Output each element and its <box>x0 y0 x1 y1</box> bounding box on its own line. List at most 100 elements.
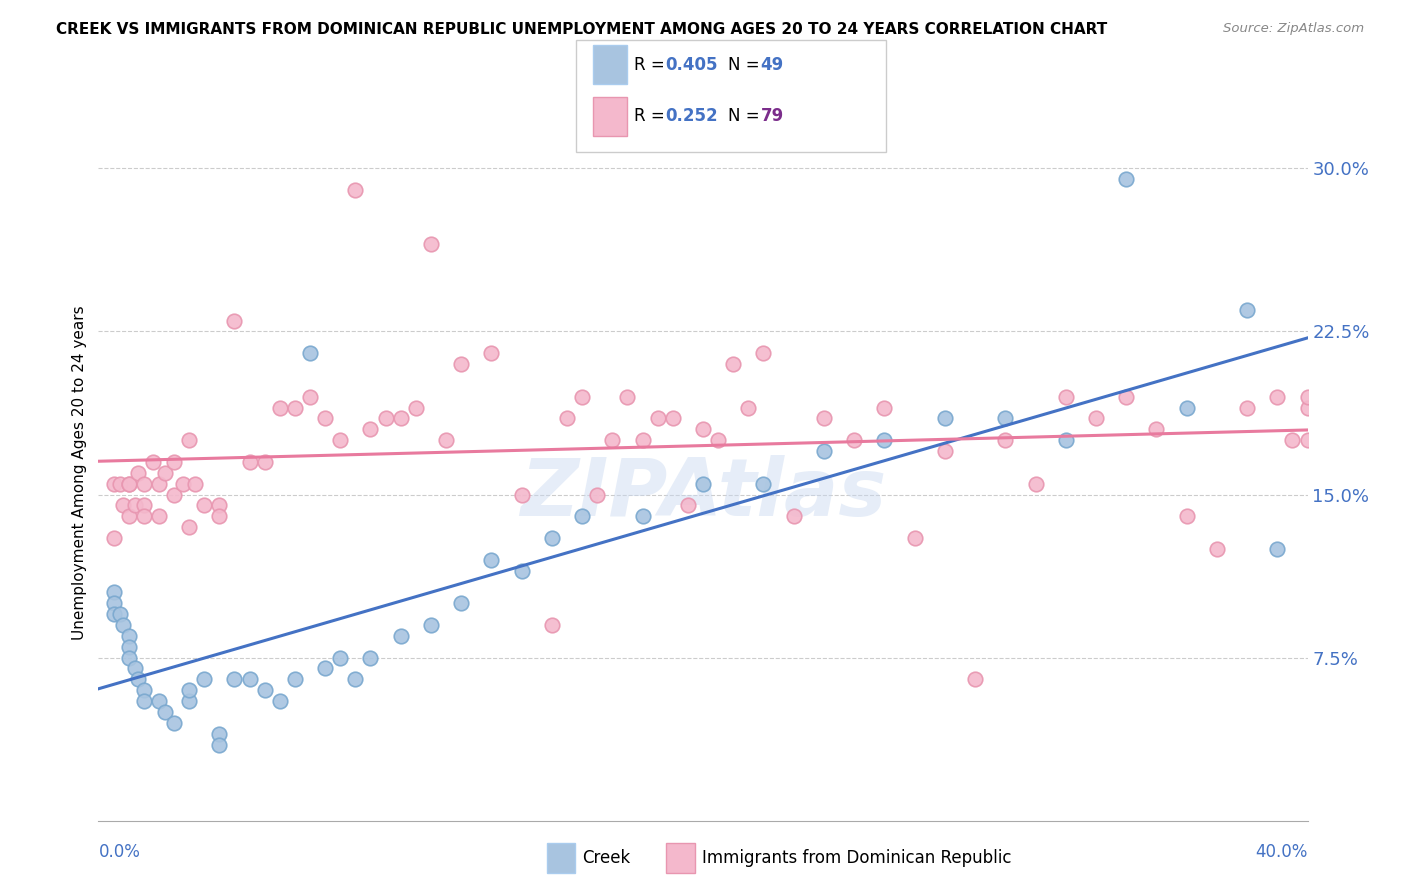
Point <box>1236 401 1258 415</box>
Point <box>103 596 125 610</box>
Point <box>269 694 291 708</box>
Point <box>360 650 382 665</box>
Point <box>118 640 141 654</box>
Point <box>844 433 866 447</box>
Point <box>692 476 714 491</box>
Point <box>208 738 231 752</box>
Point <box>631 433 654 447</box>
Point <box>193 673 215 687</box>
Point <box>934 444 956 458</box>
Point <box>132 694 155 708</box>
Point <box>163 715 186 730</box>
Text: N =: N = <box>728 56 765 74</box>
Point <box>163 455 186 469</box>
Point <box>873 433 896 447</box>
Point <box>1054 433 1077 447</box>
Point <box>1296 401 1319 415</box>
Point <box>177 520 201 534</box>
Point <box>314 411 336 425</box>
Point <box>269 401 291 415</box>
Text: 49: 49 <box>761 56 785 74</box>
Point <box>1175 401 1198 415</box>
Point <box>721 357 744 371</box>
Point <box>163 487 186 501</box>
Point <box>481 346 503 360</box>
Point <box>1296 433 1319 447</box>
Point <box>419 237 441 252</box>
Point <box>737 401 759 415</box>
Text: N =: N = <box>728 107 765 125</box>
Text: ZIPAtlas: ZIPAtlas <box>520 455 886 533</box>
Point <box>994 411 1017 425</box>
Point <box>177 433 201 447</box>
Point <box>873 401 896 415</box>
Point <box>1265 390 1288 404</box>
Point <box>965 673 987 687</box>
Point <box>153 466 176 480</box>
Point <box>631 509 654 524</box>
Point <box>208 509 231 524</box>
Text: 0.0%: 0.0% <box>98 843 141 861</box>
Point <box>103 607 125 621</box>
Text: 79: 79 <box>761 107 785 125</box>
Point <box>1206 541 1229 556</box>
Point <box>142 455 165 469</box>
Point <box>661 411 683 425</box>
Point <box>374 411 396 425</box>
Point <box>132 683 155 698</box>
Text: Creek: Creek <box>582 849 630 867</box>
Point <box>118 476 141 491</box>
Point <box>813 411 835 425</box>
Point <box>1115 390 1137 404</box>
Point <box>239 455 262 469</box>
Point <box>994 433 1017 447</box>
Point <box>132 499 155 513</box>
Point <box>602 433 624 447</box>
Point <box>111 499 134 513</box>
Text: R =: R = <box>634 107 671 125</box>
Point <box>510 487 533 501</box>
Point <box>344 673 367 687</box>
Point <box>208 499 231 513</box>
Point <box>540 618 562 632</box>
Point <box>314 661 336 675</box>
Point <box>1175 509 1198 524</box>
Point <box>224 673 246 687</box>
Point <box>586 487 609 501</box>
Point <box>253 683 276 698</box>
Point <box>752 476 775 491</box>
Point <box>419 618 441 632</box>
Point <box>108 607 131 621</box>
Text: Immigrants from Dominican Republic: Immigrants from Dominican Republic <box>702 849 1011 867</box>
Point <box>118 476 141 491</box>
Point <box>1144 422 1167 436</box>
Point <box>193 499 215 513</box>
Point <box>450 596 472 610</box>
Point <box>389 629 412 643</box>
Point <box>124 661 146 675</box>
Point <box>1281 433 1303 447</box>
Point <box>299 346 322 360</box>
Point <box>676 499 699 513</box>
Point <box>118 629 141 643</box>
Point <box>1024 476 1046 491</box>
Point <box>148 476 170 491</box>
Point <box>177 683 201 698</box>
Point <box>434 433 457 447</box>
Point <box>752 346 775 360</box>
Point <box>253 455 276 469</box>
Point <box>124 499 146 513</box>
Point <box>299 390 322 404</box>
Point <box>481 552 503 567</box>
Point <box>647 411 669 425</box>
Point <box>153 705 176 719</box>
Point <box>284 673 307 687</box>
Point <box>103 531 125 545</box>
Text: Source: ZipAtlas.com: Source: ZipAtlas.com <box>1223 22 1364 36</box>
Point <box>692 422 714 436</box>
Point <box>1296 390 1319 404</box>
Point <box>184 476 207 491</box>
Point <box>1236 302 1258 317</box>
Point <box>329 433 352 447</box>
Point <box>782 509 804 524</box>
